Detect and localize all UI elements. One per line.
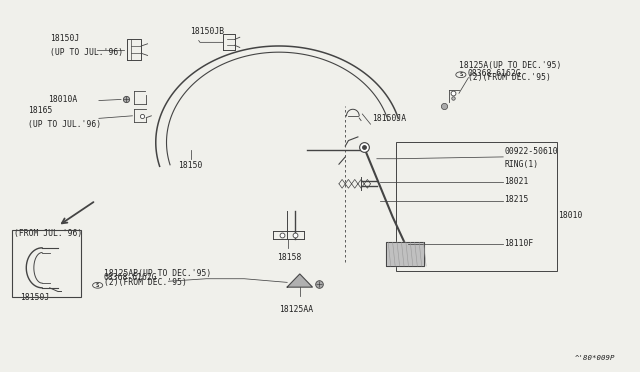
Text: 18021: 18021 bbox=[504, 177, 529, 186]
Text: 18150JA: 18150JA bbox=[372, 114, 406, 123]
Text: (2)(FROM DEC.'95): (2)(FROM DEC.'95) bbox=[468, 74, 550, 83]
Text: 18125AA: 18125AA bbox=[279, 305, 313, 314]
Text: 18150JB: 18150JB bbox=[191, 27, 225, 36]
Text: RING(1): RING(1) bbox=[504, 160, 539, 169]
Text: 08368-6162G: 08368-6162G bbox=[104, 273, 157, 282]
Text: ^'80*009P: ^'80*009P bbox=[575, 355, 616, 360]
Text: 18125A(UP TO DEC.'95): 18125A(UP TO DEC.'95) bbox=[459, 61, 561, 70]
Bar bbox=[396, 142, 557, 272]
Text: (UP TO JUL.'96): (UP TO JUL.'96) bbox=[28, 120, 101, 129]
Text: (FROM JUL.'96): (FROM JUL.'96) bbox=[14, 228, 83, 238]
Text: 18158: 18158 bbox=[277, 253, 301, 262]
Polygon shape bbox=[387, 243, 424, 266]
Text: 18125AB(UP TO DEC.'95): 18125AB(UP TO DEC.'95) bbox=[104, 269, 211, 278]
Bar bbox=[12, 230, 81, 297]
Text: S: S bbox=[96, 283, 99, 288]
Text: 00922-50610: 00922-50610 bbox=[504, 147, 558, 156]
Text: (2)(FROM DEC.'95): (2)(FROM DEC.'95) bbox=[104, 278, 187, 287]
Text: S: S bbox=[460, 72, 463, 77]
Text: (UP TO JUL.'96): (UP TO JUL.'96) bbox=[50, 48, 123, 57]
Text: 18215: 18215 bbox=[504, 195, 529, 204]
Text: 18010: 18010 bbox=[558, 211, 582, 220]
Text: 08368-6162G: 08368-6162G bbox=[468, 69, 522, 78]
Text: 18165: 18165 bbox=[28, 106, 52, 115]
Text: 18110F: 18110F bbox=[504, 238, 534, 248]
Text: 18150: 18150 bbox=[178, 161, 202, 170]
Polygon shape bbox=[287, 274, 312, 287]
Text: 18010A: 18010A bbox=[49, 95, 77, 104]
Text: 18150J: 18150J bbox=[50, 34, 79, 43]
Text: 18150J: 18150J bbox=[20, 292, 49, 302]
